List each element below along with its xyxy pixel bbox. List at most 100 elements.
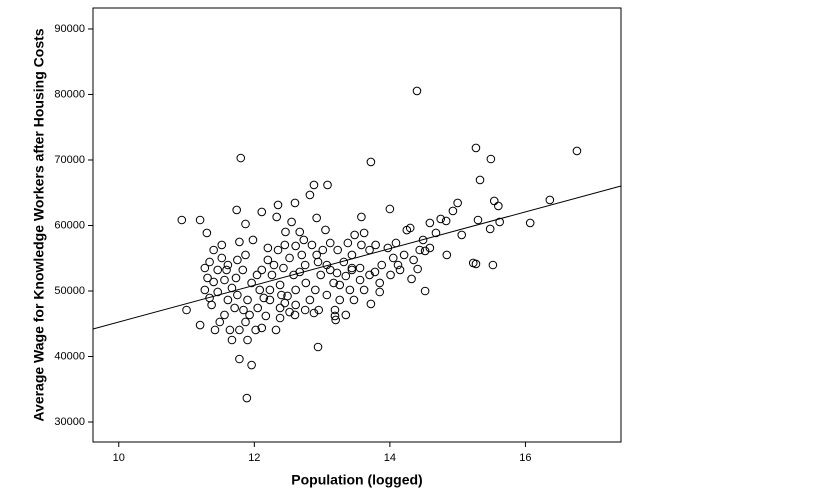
point [420, 246, 430, 256]
point [280, 298, 290, 308]
point [345, 285, 355, 295]
x-tick-label: 16 [519, 452, 531, 464]
point [335, 280, 345, 290]
point [295, 227, 305, 237]
point [271, 325, 281, 335]
point [357, 212, 366, 222]
point [242, 393, 252, 403]
point [233, 255, 242, 265]
point [275, 303, 285, 313]
point [227, 335, 237, 345]
point [273, 245, 283, 255]
point [281, 227, 290, 237]
point [399, 250, 409, 260]
point [231, 273, 241, 283]
point [386, 270, 395, 280]
point [243, 295, 252, 305]
point [225, 325, 235, 335]
point [253, 303, 263, 313]
x-tick-label: 10 [113, 452, 125, 464]
point [572, 146, 582, 156]
point [200, 263, 210, 273]
point [277, 290, 286, 300]
point [213, 265, 223, 275]
point [471, 143, 481, 153]
point [285, 253, 294, 263]
point [335, 295, 345, 305]
point [267, 270, 277, 280]
point [235, 237, 244, 247]
point [220, 275, 229, 285]
point [407, 274, 416, 284]
point [393, 260, 403, 270]
point [375, 287, 385, 297]
point [325, 265, 335, 275]
point [314, 305, 324, 315]
x-tick-label: 12 [248, 452, 260, 464]
point [322, 290, 332, 300]
point [290, 310, 300, 320]
point [316, 270, 326, 280]
point [330, 305, 340, 315]
point [366, 299, 376, 309]
point [241, 219, 250, 229]
point [243, 335, 252, 345]
point [471, 259, 481, 269]
point [329, 278, 338, 288]
point [205, 257, 214, 267]
point [525, 218, 535, 228]
point [259, 293, 269, 303]
point [217, 253, 227, 263]
point [413, 264, 422, 274]
point [255, 285, 265, 295]
point [347, 265, 357, 275]
point [239, 305, 248, 315]
point [251, 325, 260, 335]
y-axis-title: Average Wage for Knowledge Workers after… [31, 28, 47, 421]
point [275, 280, 285, 290]
x-tick-label: 14 [384, 452, 396, 464]
point [325, 238, 335, 248]
point [247, 360, 256, 370]
point [309, 308, 319, 318]
point [331, 315, 340, 325]
point [312, 250, 321, 260]
point [257, 265, 267, 275]
point [223, 260, 233, 270]
point [238, 265, 248, 275]
point [409, 255, 418, 265]
point [230, 303, 239, 313]
point [309, 180, 319, 190]
point [290, 198, 300, 208]
point [301, 278, 311, 288]
point [436, 214, 446, 224]
point [425, 218, 435, 228]
point [453, 198, 462, 208]
point [418, 235, 428, 245]
point [248, 235, 258, 245]
point [300, 305, 310, 315]
point [195, 320, 205, 330]
point [402, 225, 412, 235]
point [261, 311, 271, 321]
point [359, 285, 369, 295]
point [457, 230, 467, 240]
point [222, 265, 231, 275]
point [311, 285, 320, 295]
point [365, 270, 374, 280]
point [545, 195, 555, 205]
point [313, 342, 323, 352]
point [349, 295, 359, 305]
point [272, 212, 281, 222]
point [359, 228, 369, 238]
point [355, 263, 365, 273]
point [357, 240, 366, 250]
point [425, 243, 435, 253]
point [321, 225, 330, 235]
point [209, 277, 218, 287]
point [388, 253, 398, 263]
point [495, 217, 504, 227]
point [341, 310, 351, 320]
y-tick-label: 70000 [54, 154, 85, 166]
